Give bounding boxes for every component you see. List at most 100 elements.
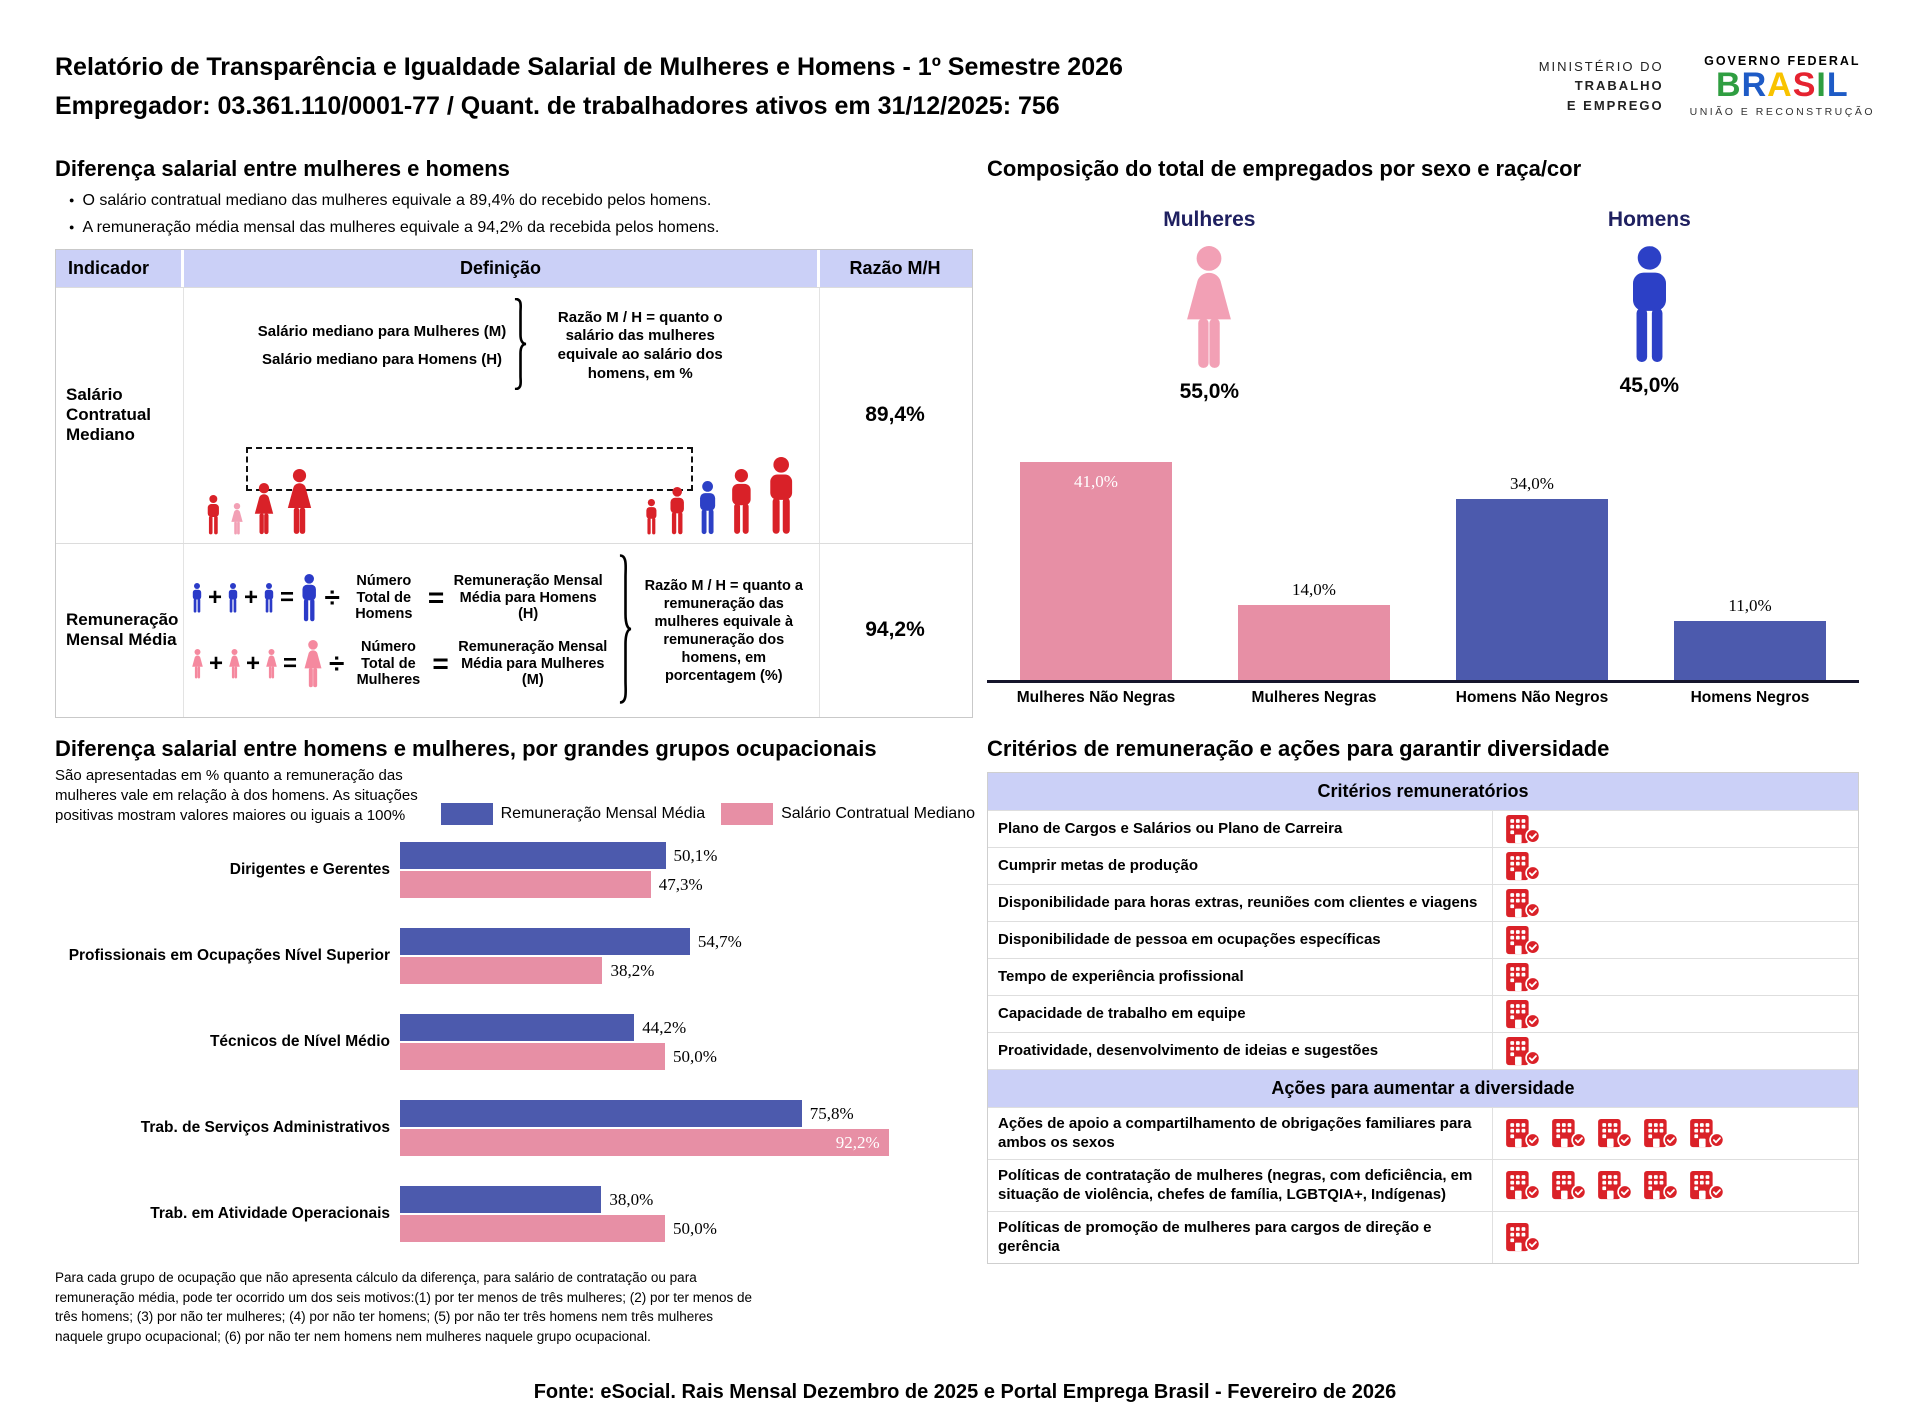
brace-icon bbox=[619, 554, 632, 709]
building-check-icon bbox=[1597, 1118, 1633, 1148]
women-percentage: 55,0% bbox=[1179, 379, 1240, 403]
building-check-icon bbox=[1505, 1222, 1541, 1252]
definition-cell: Salário mediano para Mulheres (M) Salári… bbox=[184, 287, 820, 543]
action-row: Políticas de contratação de mulheres (ne… bbox=[988, 1158, 1858, 1211]
criteria-row: Disponibilidade para horas extras, reuni… bbox=[988, 883, 1858, 921]
person-icon bbox=[643, 499, 660, 535]
building-check-icon bbox=[1505, 925, 1541, 955]
indicator-table-header: Indicador Definição Razão M/H bbox=[56, 249, 972, 287]
building-check-icon bbox=[1597, 1170, 1633, 1200]
criteria-row: Proatividade, desenvolvimento de ideias … bbox=[988, 1031, 1858, 1069]
building-check-icon bbox=[1505, 1036, 1541, 1066]
building-check-icon bbox=[1505, 1170, 1541, 1200]
x-axis-line bbox=[987, 679, 1859, 683]
median-dashed-box bbox=[246, 446, 693, 491]
bullet-average-pay: A remuneração média mensal das mulheres … bbox=[69, 219, 975, 237]
building-check-icon bbox=[1689, 1118, 1725, 1148]
brace-icon bbox=[514, 298, 527, 395]
occupational-title: Diferença salarial entre homens e mulher… bbox=[55, 735, 877, 761]
category-labels: Mulheres Não Negras Mulheres Negras Home… bbox=[1016, 688, 1810, 706]
building-check-icon bbox=[1505, 851, 1541, 881]
women-share: Mulheres 55,0% bbox=[1163, 208, 1255, 404]
report-title: Relatório de Transparência e Igualdade S… bbox=[55, 48, 1123, 126]
group-tecnicos: Técnicos de Nível Médio 44,2% 50,0% bbox=[55, 1014, 975, 1071]
median-salary-illustration bbox=[190, 403, 813, 535]
action-row: Políticas de promoção de mulheres para c… bbox=[988, 1210, 1858, 1263]
report-title-line1: Relatório de Transparência e Igualdade S… bbox=[55, 53, 1123, 81]
building-check-icon bbox=[1551, 1170, 1587, 1200]
group-atividade-operacionais: Trab. em Atividade Operacionais 38,0% 50… bbox=[55, 1186, 975, 1243]
salary-gap-section: Diferença salarial entre mulheres e home… bbox=[55, 156, 975, 718]
women-label: Mulheres bbox=[1163, 207, 1256, 231]
bar-mulheres-nao-negras: 41,0% bbox=[987, 462, 1205, 680]
median-women-line: Salário mediano para Mulheres (M) bbox=[257, 322, 507, 340]
col-definicao: Definição bbox=[184, 249, 820, 287]
occupational-section: Diferença salarial entre homens e mulher… bbox=[55, 736, 975, 1347]
sex-composition: Mulheres 55,0% Homens 45,0% bbox=[987, 208, 1867, 404]
report-page: Relatório de Transparência e Igualdade S… bbox=[0, 0, 1920, 1359]
man-icon bbox=[226, 583, 240, 613]
bar-homens-negros: 11,0% bbox=[1641, 596, 1859, 680]
criteria-title: Critérios de remuneração e ações para ga… bbox=[987, 735, 1610, 761]
composition-section: Composição do total de empregados por se… bbox=[987, 156, 1867, 718]
legend-swatch-pink bbox=[721, 803, 774, 826]
action-row: Ações de apoio a compartilhamento de obr… bbox=[988, 1106, 1858, 1159]
legend-salario: Salário Contratual Mediano bbox=[721, 803, 975, 826]
indicator-table: Indicador Definição Razão M/H Salário Co… bbox=[55, 248, 973, 718]
actions-header: Ações para aumentar a diversidade bbox=[988, 1068, 1858, 1107]
criteria-row: Cumprir metas de produção bbox=[988, 846, 1858, 884]
woman-icon bbox=[227, 649, 242, 679]
men-percentage: 45,0% bbox=[1619, 373, 1680, 397]
man-icon-large bbox=[298, 574, 320, 622]
report-header: Relatório de Transparência e Igualdade S… bbox=[55, 48, 1875, 126]
woman-icon bbox=[264, 649, 279, 679]
man-icon bbox=[190, 583, 204, 613]
median-men-line: Salário mediano para Homens (H) bbox=[261, 351, 503, 368]
building-check-icon bbox=[1689, 1170, 1725, 1200]
table-row-salario-mediano: Salário Contratual Mediano Salário media… bbox=[56, 286, 972, 543]
bar-homens-nao-negros: 34,0% bbox=[1423, 474, 1641, 680]
woman-icon bbox=[251, 483, 277, 535]
person-icon bbox=[204, 495, 223, 535]
criteria-row: Disponibilidade de pessoa em ocupações e… bbox=[988, 920, 1858, 958]
woman-icon-large bbox=[301, 640, 325, 688]
man-icon bbox=[1608, 246, 1691, 364]
men-share: Homens 45,0% bbox=[1608, 208, 1691, 404]
criteria-row: Plano de Cargos e Salários ou Plano de C… bbox=[988, 809, 1858, 847]
building-check-icon bbox=[1505, 1118, 1541, 1148]
ratio-value-average: 94,2% bbox=[865, 618, 925, 641]
building-check-icon bbox=[1643, 1118, 1679, 1148]
col-indicador: Indicador bbox=[56, 249, 184, 287]
group-dirigentes: Dirigentes e Gerentes 50,1% 47,3% bbox=[55, 842, 975, 899]
criteria-row: Capacidade de trabalho em equipe bbox=[988, 994, 1858, 1032]
bar-mulheres-negras: 14,0% bbox=[1205, 580, 1423, 680]
occupational-chart: Dirigentes e Gerentes 50,1% 47,3% Profis… bbox=[55, 842, 975, 1243]
bullet-median-salary: O salário contratual mediano das mulhere… bbox=[69, 192, 975, 210]
women-total-label: Número Total de Mulheres bbox=[356, 639, 421, 689]
criteria-row: Tempo de experiência profissional bbox=[988, 957, 1858, 995]
salary-gap-bullets: O salário contratual mediano das mulhere… bbox=[69, 192, 975, 237]
woman-icon bbox=[283, 469, 316, 535]
source-footer: Fonte: eSocial. Rais Mensal Dezembro de … bbox=[533, 1380, 1397, 1403]
men-label: Homens bbox=[1607, 207, 1691, 231]
building-check-icon bbox=[1505, 999, 1541, 1029]
building-check-icon bbox=[1505, 814, 1541, 844]
ministry-logo: MINISTÉRIO DO TRABALHO E EMPREGO bbox=[1538, 58, 1664, 113]
chart-footnote: Para cada grupo de ocupação que não apre… bbox=[55, 1270, 753, 1344]
person-icon bbox=[763, 457, 799, 535]
men-result-label: Remuneração Mensal Média para Homens (H) bbox=[453, 572, 603, 623]
legend-remuneracao: Remuneração Mensal Média bbox=[440, 803, 705, 826]
men-total-label: Número Total de Homens bbox=[355, 572, 413, 623]
salary-gap-title: Diferença salarial entre mulheres e home… bbox=[55, 155, 510, 181]
man-icon-blue bbox=[695, 481, 720, 535]
person-icon bbox=[726, 469, 757, 535]
women-average-formula: + + = ÷ Número Total de Mulheres = bbox=[190, 639, 613, 689]
indicator-name: Salário Contratual Mediano bbox=[56, 287, 184, 543]
woman-icon bbox=[1163, 246, 1255, 370]
men-average-formula: + + = ÷ Número Total de Homens = Re bbox=[190, 573, 613, 623]
definition-cell: + + = ÷ Número Total de Homens = Re bbox=[184, 543, 820, 717]
indicator-name: Remuneração Mensal Média bbox=[56, 543, 184, 717]
group-servicos-administrativos: Trab. de Serviços Administrativos 75,8% … bbox=[55, 1100, 975, 1157]
report-title-line2: Empregador: 03.361.110/0001-77 / Quant. … bbox=[55, 91, 1060, 120]
criteria-section: Critérios de remuneração e ações para ga… bbox=[987, 736, 1867, 1347]
